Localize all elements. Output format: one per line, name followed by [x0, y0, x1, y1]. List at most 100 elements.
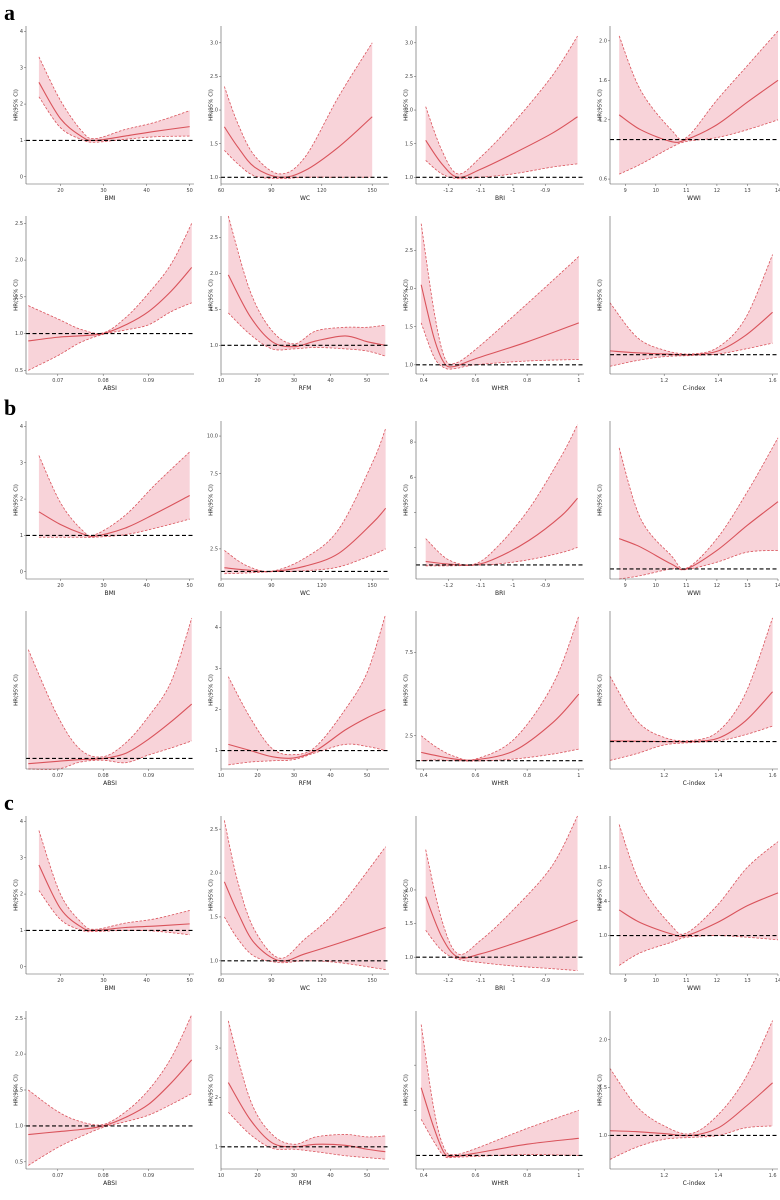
- hr-curve: [425, 116, 578, 178]
- y-tick-label: 1.0: [15, 1124, 23, 1130]
- y-tick-label: 4: [20, 424, 23, 430]
- chart-c-absi: 0.07 0.08 0.09 0.5 1.0 1.5 2.0 2.5 ABSI HR(95% CI…: [14, 1011, 194, 1187]
- y-tick-label: 3.0: [405, 40, 413, 46]
- y-tick-label: 0: [20, 174, 23, 180]
- ci-lower-line: [420, 322, 579, 370]
- chart-c-wc: 60 90 120 150 1.0 1.5 2.0 2.5 WC HR(95% CI): [209, 816, 389, 992]
- x-tick-label: 1: [577, 1173, 580, 1179]
- x-axis-label: RFM: [299, 1180, 312, 1187]
- x-tick-label: 20: [254, 378, 260, 384]
- x-tick-label: 1.2: [660, 1173, 668, 1179]
- y-tick-label: 0: [20, 964, 23, 970]
- y-tick-label: 3: [215, 666, 218, 672]
- hr-curve: [421, 693, 580, 761]
- y-axis-label: HR(95% CI): [598, 279, 604, 311]
- y-axis-label: HR(95% CI): [598, 484, 604, 516]
- ci-band: [425, 816, 578, 971]
- x-tick-label: 0.4: [420, 773, 428, 779]
- x-tick-label: 120: [317, 188, 327, 194]
- x-tick-label: 14: [775, 188, 780, 194]
- y-axis-label: HR(95% CI): [598, 89, 604, 121]
- y-tick-label: 0.6: [599, 177, 607, 183]
- x-tick-label: 12: [714, 978, 720, 984]
- y-tick-label: 2: [20, 892, 23, 898]
- ci-upper-line: [420, 223, 580, 365]
- chart-c-bri: -1.2 -1.1 -1 -0.9 1.0 1.5 2.0 BRI HR(95% CI): [404, 815, 584, 992]
- x-tick-label: -1.2: [443, 188, 453, 194]
- y-tick-label: 1.0: [210, 958, 218, 964]
- ci-lower-line: [28, 302, 192, 371]
- ci-upper-line: [38, 830, 190, 930]
- y-tick-label: 7.5: [210, 471, 218, 477]
- hr-curve: [425, 497, 578, 566]
- x-axis-label: WWI: [687, 195, 701, 202]
- x-tick-label: 20: [57, 978, 63, 984]
- x-axis-label: WC: [300, 985, 310, 992]
- hr-curve: [28, 1059, 193, 1136]
- y-tick-label: 1: [215, 1144, 218, 1150]
- chart-c-rfm: 10 20 30 40 50 1 2 3 RFM HR(95% CI): [209, 1011, 389, 1187]
- ci-lower-line: [618, 935, 779, 966]
- x-tick-label: 13: [744, 583, 750, 589]
- ci-band: [619, 824, 778, 966]
- x-tick-label: 1: [577, 773, 580, 779]
- ci-band: [38, 830, 190, 935]
- ci-band: [610, 617, 773, 761]
- ci-upper-line: [425, 35, 578, 175]
- chart-a-bmi: 20 30 40 50 0 1 2 3 4 BMI HR(95% CI): [14, 26, 194, 202]
- chart-b-rfm: 10 20 30 40 50 1 2 3 4 RFM HR(95% CI): [209, 611, 389, 787]
- ci-band: [228, 216, 386, 357]
- hr-curve: [420, 1087, 579, 1158]
- hr-curve: [227, 1082, 386, 1153]
- ci-upper-line: [420, 615, 580, 761]
- y-tick-label: 1.5: [15, 294, 23, 300]
- x-tick-label: 60: [218, 188, 224, 194]
- y-axis-label: HR(95% CI): [404, 1074, 410, 1106]
- x-axis-label: ABSI: [103, 780, 117, 787]
- y-tick-label: 1.0: [405, 175, 413, 181]
- x-tick-label: 150: [367, 583, 377, 589]
- x-tick-label: 30: [100, 188, 106, 194]
- x-tick-label: 30: [100, 978, 106, 984]
- y-tick-label: 1.5: [405, 921, 413, 927]
- y-tick-label: 1: [20, 928, 23, 934]
- x-tick-label: 10: [218, 378, 224, 384]
- y-axis-label: HR(95% CI): [404, 484, 410, 516]
- y-tick-label: 2.5: [210, 74, 218, 80]
- chart-b-wwi: 9 10 11 12 13 14 WWI HR(95% CI): [598, 421, 780, 597]
- x-tick-label: 14: [775, 583, 780, 589]
- y-tick-label: 2.5: [15, 221, 23, 227]
- x-axis-label: ABSI: [103, 385, 117, 392]
- ci-band: [228, 615, 386, 765]
- hr-curve: [618, 79, 779, 143]
- y-axis-label: HR(95% CI): [209, 1074, 215, 1106]
- y-axis-label: HR(95% CI): [598, 879, 604, 911]
- x-tick-label: -0.9: [540, 583, 550, 589]
- hr-curve: [420, 284, 580, 368]
- ci-lower-line: [609, 1125, 773, 1160]
- y-tick-label: 1.6: [599, 78, 607, 84]
- ci-lower-line: [618, 119, 779, 175]
- ci-upper-line: [227, 614, 386, 756]
- panel-label-b: b: [4, 395, 16, 420]
- x-tick-label: 40: [327, 773, 333, 779]
- y-tick-label: 1.0: [210, 343, 218, 349]
- ci-band: [421, 615, 579, 762]
- ci-upper-line: [28, 223, 193, 334]
- x-axis-label: WWI: [687, 590, 701, 597]
- x-tick-label: 30: [291, 378, 297, 384]
- x-tick-label: 90: [268, 188, 274, 194]
- ci-lower-line: [609, 725, 773, 761]
- x-tick-label: 1.2: [660, 773, 668, 779]
- x-axis-label: C-index: [683, 780, 706, 787]
- x-axis-label: BRI: [495, 590, 505, 597]
- hr-curve: [38, 494, 190, 537]
- ci-lower-line: [224, 548, 386, 575]
- y-tick-label: 2.0: [15, 258, 23, 264]
- x-axis-label: WWI: [687, 985, 701, 992]
- ci-upper-line: [609, 1020, 773, 1135]
- y-tick-label: 1: [20, 138, 23, 144]
- y-tick-label: 7.5: [405, 650, 413, 656]
- x-tick-label: 40: [143, 188, 149, 194]
